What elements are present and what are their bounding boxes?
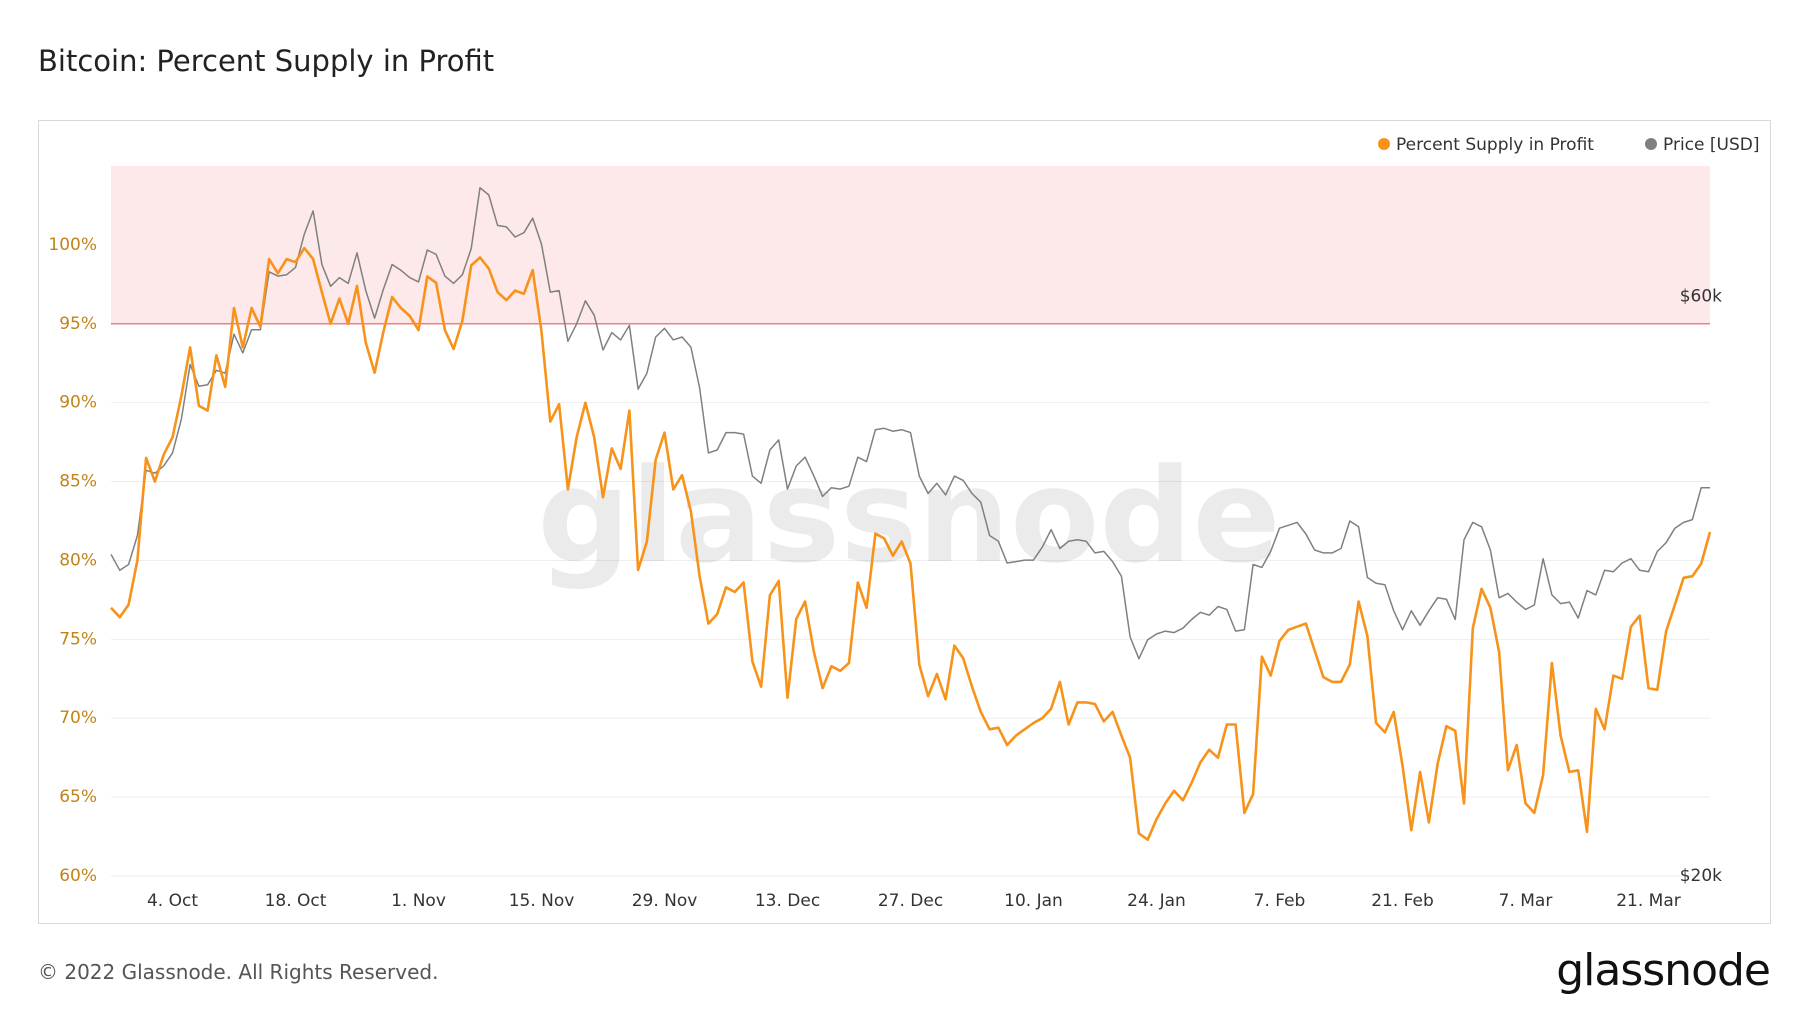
x-tick-label: 27. Dec xyxy=(878,891,943,911)
chart-svg[interactable]: 60% 65% 70% 75% 80% 85% 90% 95% 100% $20k $60k glas… xyxy=(39,121,1770,923)
x-tick-label: 13. Dec xyxy=(755,891,820,911)
x-tick-label: 7. Mar xyxy=(1499,891,1553,911)
legend-label-price: Price [USD] xyxy=(1663,135,1759,155)
legend-label-supply: Percent Supply in Profit xyxy=(1396,135,1594,155)
x-tick-label: 15. Nov xyxy=(509,891,575,911)
y-left-tick-label: 90% xyxy=(59,393,97,413)
page-title: Bitcoin: Percent Supply in Profit xyxy=(38,44,495,78)
x-tick-label: 29. Nov xyxy=(632,891,698,911)
x-tick-label: 21. Mar xyxy=(1616,891,1681,911)
y-left-tick-label: 95% xyxy=(59,314,97,334)
chart-panel: 60% 65% 70% 75% 80% 85% 90% 95% 100% $20k $60k glas… xyxy=(38,120,1771,924)
x-tick-label: 18. Oct xyxy=(265,891,327,911)
x-tick-label: 10. Jan xyxy=(1004,891,1063,911)
copyright-footer: © 2022 Glassnode. All Rights Reserved. xyxy=(38,960,439,984)
y-left-tick-label: 75% xyxy=(59,629,97,649)
x-tick-label: 7. Feb xyxy=(1254,891,1306,911)
y-right-tick-label: $20k xyxy=(1680,866,1722,886)
y-left-tick-label: 70% xyxy=(59,708,97,728)
percent-supply-in-profit-series-line xyxy=(110,246,1712,841)
y-left-tick-label: 100% xyxy=(48,235,97,255)
y-left-tick-label: 85% xyxy=(59,472,97,492)
legend-marker-price xyxy=(1645,138,1657,150)
y-left-tick-label: 80% xyxy=(59,550,97,570)
y-right-tick-label: $60k xyxy=(1680,286,1722,306)
x-tick-label: 1. Nov xyxy=(391,891,446,911)
legend-marker-supply xyxy=(1378,138,1390,150)
glassnode-logo[interactable]: glassnode xyxy=(1556,945,1771,996)
x-tick-label: 24. Jan xyxy=(1127,891,1186,911)
price-usd-series-line xyxy=(110,186,1710,660)
x-tick-label: 21. Feb xyxy=(1371,891,1434,911)
y-left-tick-label: 60% xyxy=(59,866,97,886)
watermark: glassnode xyxy=(537,440,1280,592)
x-tick-label: 4. Oct xyxy=(147,891,198,911)
y-left-tick-label: 65% xyxy=(59,787,97,807)
